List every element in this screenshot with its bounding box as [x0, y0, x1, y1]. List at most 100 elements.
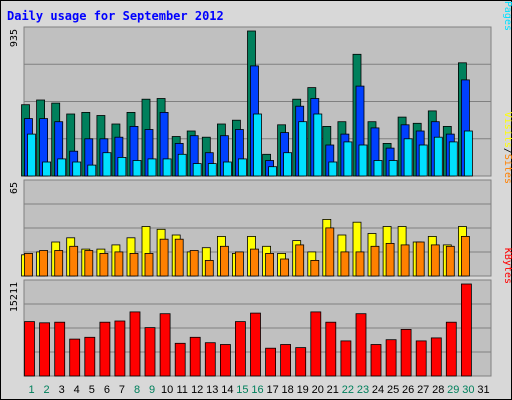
bar-pages-day-2	[42, 161, 51, 177]
x-tick-label-day-4: 4	[74, 384, 80, 396]
bar-sites-day-14	[219, 245, 229, 277]
legend-item-pages: Pages	[502, 1, 512, 31]
bar-pages-day-27	[418, 144, 428, 177]
bar-kbytes-day-4	[69, 338, 81, 377]
bar-sites-day-30	[460, 235, 470, 277]
x-tick-label-day-3: 3	[59, 384, 65, 396]
bar-pages-day-18	[283, 152, 293, 177]
bar-sites-day-21	[325, 227, 335, 277]
bar-sites-day-28	[430, 244, 440, 277]
bar-kbytes-day-13	[204, 342, 216, 377]
bar-sites-day-17	[265, 252, 275, 277]
legend-kbytes: KBytes	[502, 248, 512, 284]
x-tick-label-day-13: 13	[206, 384, 218, 396]
bar-sites-day-8	[129, 252, 139, 277]
bar-sites-day-12	[189, 250, 199, 277]
bar-pages-day-24	[373, 160, 383, 177]
bar-kbytes-day-7	[114, 320, 126, 377]
bar-sites-day-26	[400, 244, 410, 277]
x-tick-label-day-12: 12	[191, 384, 203, 396]
x-tick-label-day-29: 29	[447, 384, 459, 396]
bar-sites-day-24	[370, 245, 380, 277]
bar-sites-day-9	[144, 252, 154, 277]
bar-sites-day-22	[340, 251, 350, 277]
bar-kbytes-day-21	[325, 321, 337, 377]
x-tick-label-day-27: 27	[417, 384, 429, 396]
bar-pages-day-7	[117, 156, 127, 177]
bar-pages-day-9	[147, 158, 157, 177]
bar-pages-day-13	[207, 163, 217, 177]
bar-sites-day-27	[415, 241, 425, 277]
bar-sites-day-4	[69, 245, 79, 277]
bar-kbytes-day-20	[310, 311, 322, 377]
bar-kbytes-day-9	[144, 327, 156, 377]
bar-kbytes-day-30	[460, 283, 472, 377]
bar-sites-day-20	[310, 259, 320, 277]
bar-sites-day-10	[159, 238, 169, 277]
bar-pages-day-5	[87, 164, 97, 177]
bar-pages-day-4	[72, 161, 82, 177]
legend-item-slash: /	[502, 148, 512, 154]
bar-pages-day-25	[388, 160, 398, 177]
x-tick-label-day-9: 9	[149, 384, 155, 396]
bar-sites-day-3	[54, 250, 64, 277]
bar-pages-day-29	[448, 141, 458, 177]
bar-sites-day-15	[234, 251, 244, 277]
bar-pages-day-20	[313, 113, 323, 177]
chart-title: Daily usage for September 2012	[7, 9, 224, 23]
bar-kbytes-day-15	[234, 321, 246, 377]
bar-pages-day-1	[27, 133, 36, 177]
legend-item-slash: /	[502, 0, 512, 1]
bar-kbytes-day-8	[129, 311, 141, 377]
bar-sites-day-25	[385, 242, 395, 277]
x-tick-label-day-23: 23	[357, 384, 369, 396]
bar-sites-day-6	[99, 252, 109, 277]
y-max-label-visits-sites: 65	[9, 182, 20, 194]
bar-kbytes-day-14	[219, 344, 231, 377]
bar-pages-day-12	[192, 163, 202, 177]
bar-sites-day-18	[280, 258, 290, 277]
bar-pages-day-21	[328, 161, 338, 177]
bar-sites-day-29	[445, 245, 455, 277]
x-tick-label-day-2: 2	[44, 384, 50, 396]
x-tick-label-day-30: 30	[462, 384, 474, 396]
bar-pages-day-30	[463, 130, 473, 177]
bar-sites-day-13	[204, 259, 214, 277]
bar-kbytes-day-16	[250, 312, 261, 377]
x-tick-label-day-21: 21	[327, 384, 339, 396]
bar-pages-day-26	[403, 138, 413, 177]
bar-pages-day-11	[177, 153, 187, 177]
bar-kbytes-day-11	[174, 342, 186, 377]
bar-sites-day-11	[174, 238, 184, 277]
x-tick-label-day-22: 22	[342, 384, 354, 396]
bar-pages-day-8	[132, 160, 142, 177]
bar-sites-day-16	[250, 248, 259, 277]
x-tick-label-day-1: 1	[28, 384, 34, 396]
bar-pages-day-22	[343, 141, 353, 177]
bar-kbytes-day-22	[340, 340, 352, 377]
bar-pages-day-28	[433, 136, 443, 177]
legend-hits-files-pages: Hits/Files/Pages	[502, 0, 512, 31]
bar-sites-day-5	[84, 250, 94, 277]
x-tick-label-day-18: 18	[281, 384, 293, 396]
bar-sites-day-7	[114, 251, 124, 277]
x-tick-label-day-24: 24	[372, 384, 384, 396]
bar-sites-day-19	[295, 244, 305, 277]
x-tick-label-day-16: 16	[251, 384, 263, 396]
bar-pages-day-3	[57, 158, 67, 177]
bar-kbytes-day-26	[400, 328, 412, 377]
bar-kbytes-day-2	[39, 322, 50, 377]
x-tick-label-day-10: 10	[161, 384, 173, 396]
x-tick-label-day-28: 28	[432, 384, 444, 396]
bar-pages-day-10	[162, 158, 172, 177]
legend-visits-sites: Visits/Sites	[502, 112, 512, 184]
bar-pages-day-19	[298, 121, 308, 177]
legend-item-visits: Visits	[502, 112, 512, 148]
bar-pages-day-6	[102, 152, 112, 177]
bar-kbytes-day-12	[189, 336, 201, 377]
bar-pages-day-16	[253, 113, 262, 177]
x-tick-label-day-14: 14	[221, 384, 233, 396]
bar-sites-day-1	[24, 252, 33, 277]
bar-kbytes-day-19	[295, 347, 307, 377]
